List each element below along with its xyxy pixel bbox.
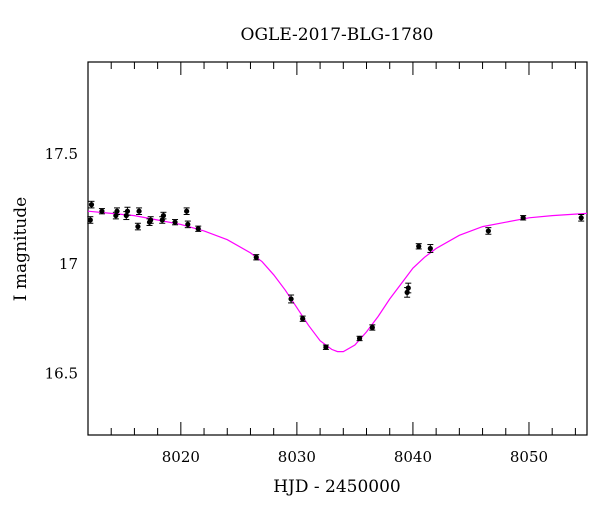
data-point (184, 208, 190, 214)
data-point (253, 254, 259, 260)
data-point (416, 243, 422, 249)
axis-ticks (87, 62, 576, 435)
data-point (124, 208, 131, 214)
y-tick-label: 17.5 (45, 145, 78, 163)
data-point (369, 324, 375, 331)
data-points (87, 200, 585, 350)
y-tick-label: 16.5 (45, 365, 78, 383)
data-point (520, 215, 526, 221)
y-tick-label: 17 (59, 255, 78, 273)
x-tick-label: 8020 (162, 448, 200, 466)
data-point (160, 212, 167, 219)
data-point (148, 217, 154, 223)
y-axis-label: I magnitude (11, 197, 31, 301)
data-point (172, 219, 178, 225)
data-point (113, 212, 119, 219)
data-point (300, 316, 306, 322)
model-curve (87, 210, 588, 353)
data-point (136, 208, 142, 214)
data-point (356, 335, 363, 342)
data-point (323, 344, 329, 350)
data-point (114, 208, 120, 214)
data-point (578, 215, 584, 221)
data-point (195, 226, 201, 232)
data-point (99, 208, 105, 214)
data-point (88, 202, 95, 208)
data-point (288, 296, 294, 302)
data-point (427, 245, 433, 252)
chart-title: OGLE-2017-BLG-1780 (241, 25, 434, 45)
x-tick-label: 8050 (510, 448, 548, 466)
axis-tick-labels: 8020 8030 8040 8050 16.5 17 17.5 (45, 145, 548, 466)
data-point (135, 223, 141, 230)
plot-frame (87, 61, 588, 436)
data-point (485, 228, 491, 234)
data-point (87, 217, 93, 223)
data-point (185, 221, 191, 227)
x-tick-label: 8040 (394, 448, 432, 466)
data-point (405, 285, 411, 291)
data-point (159, 217, 165, 223)
x-tick-label: 8030 (278, 448, 316, 466)
x-axis-label: HJD - 2450000 (273, 477, 401, 497)
